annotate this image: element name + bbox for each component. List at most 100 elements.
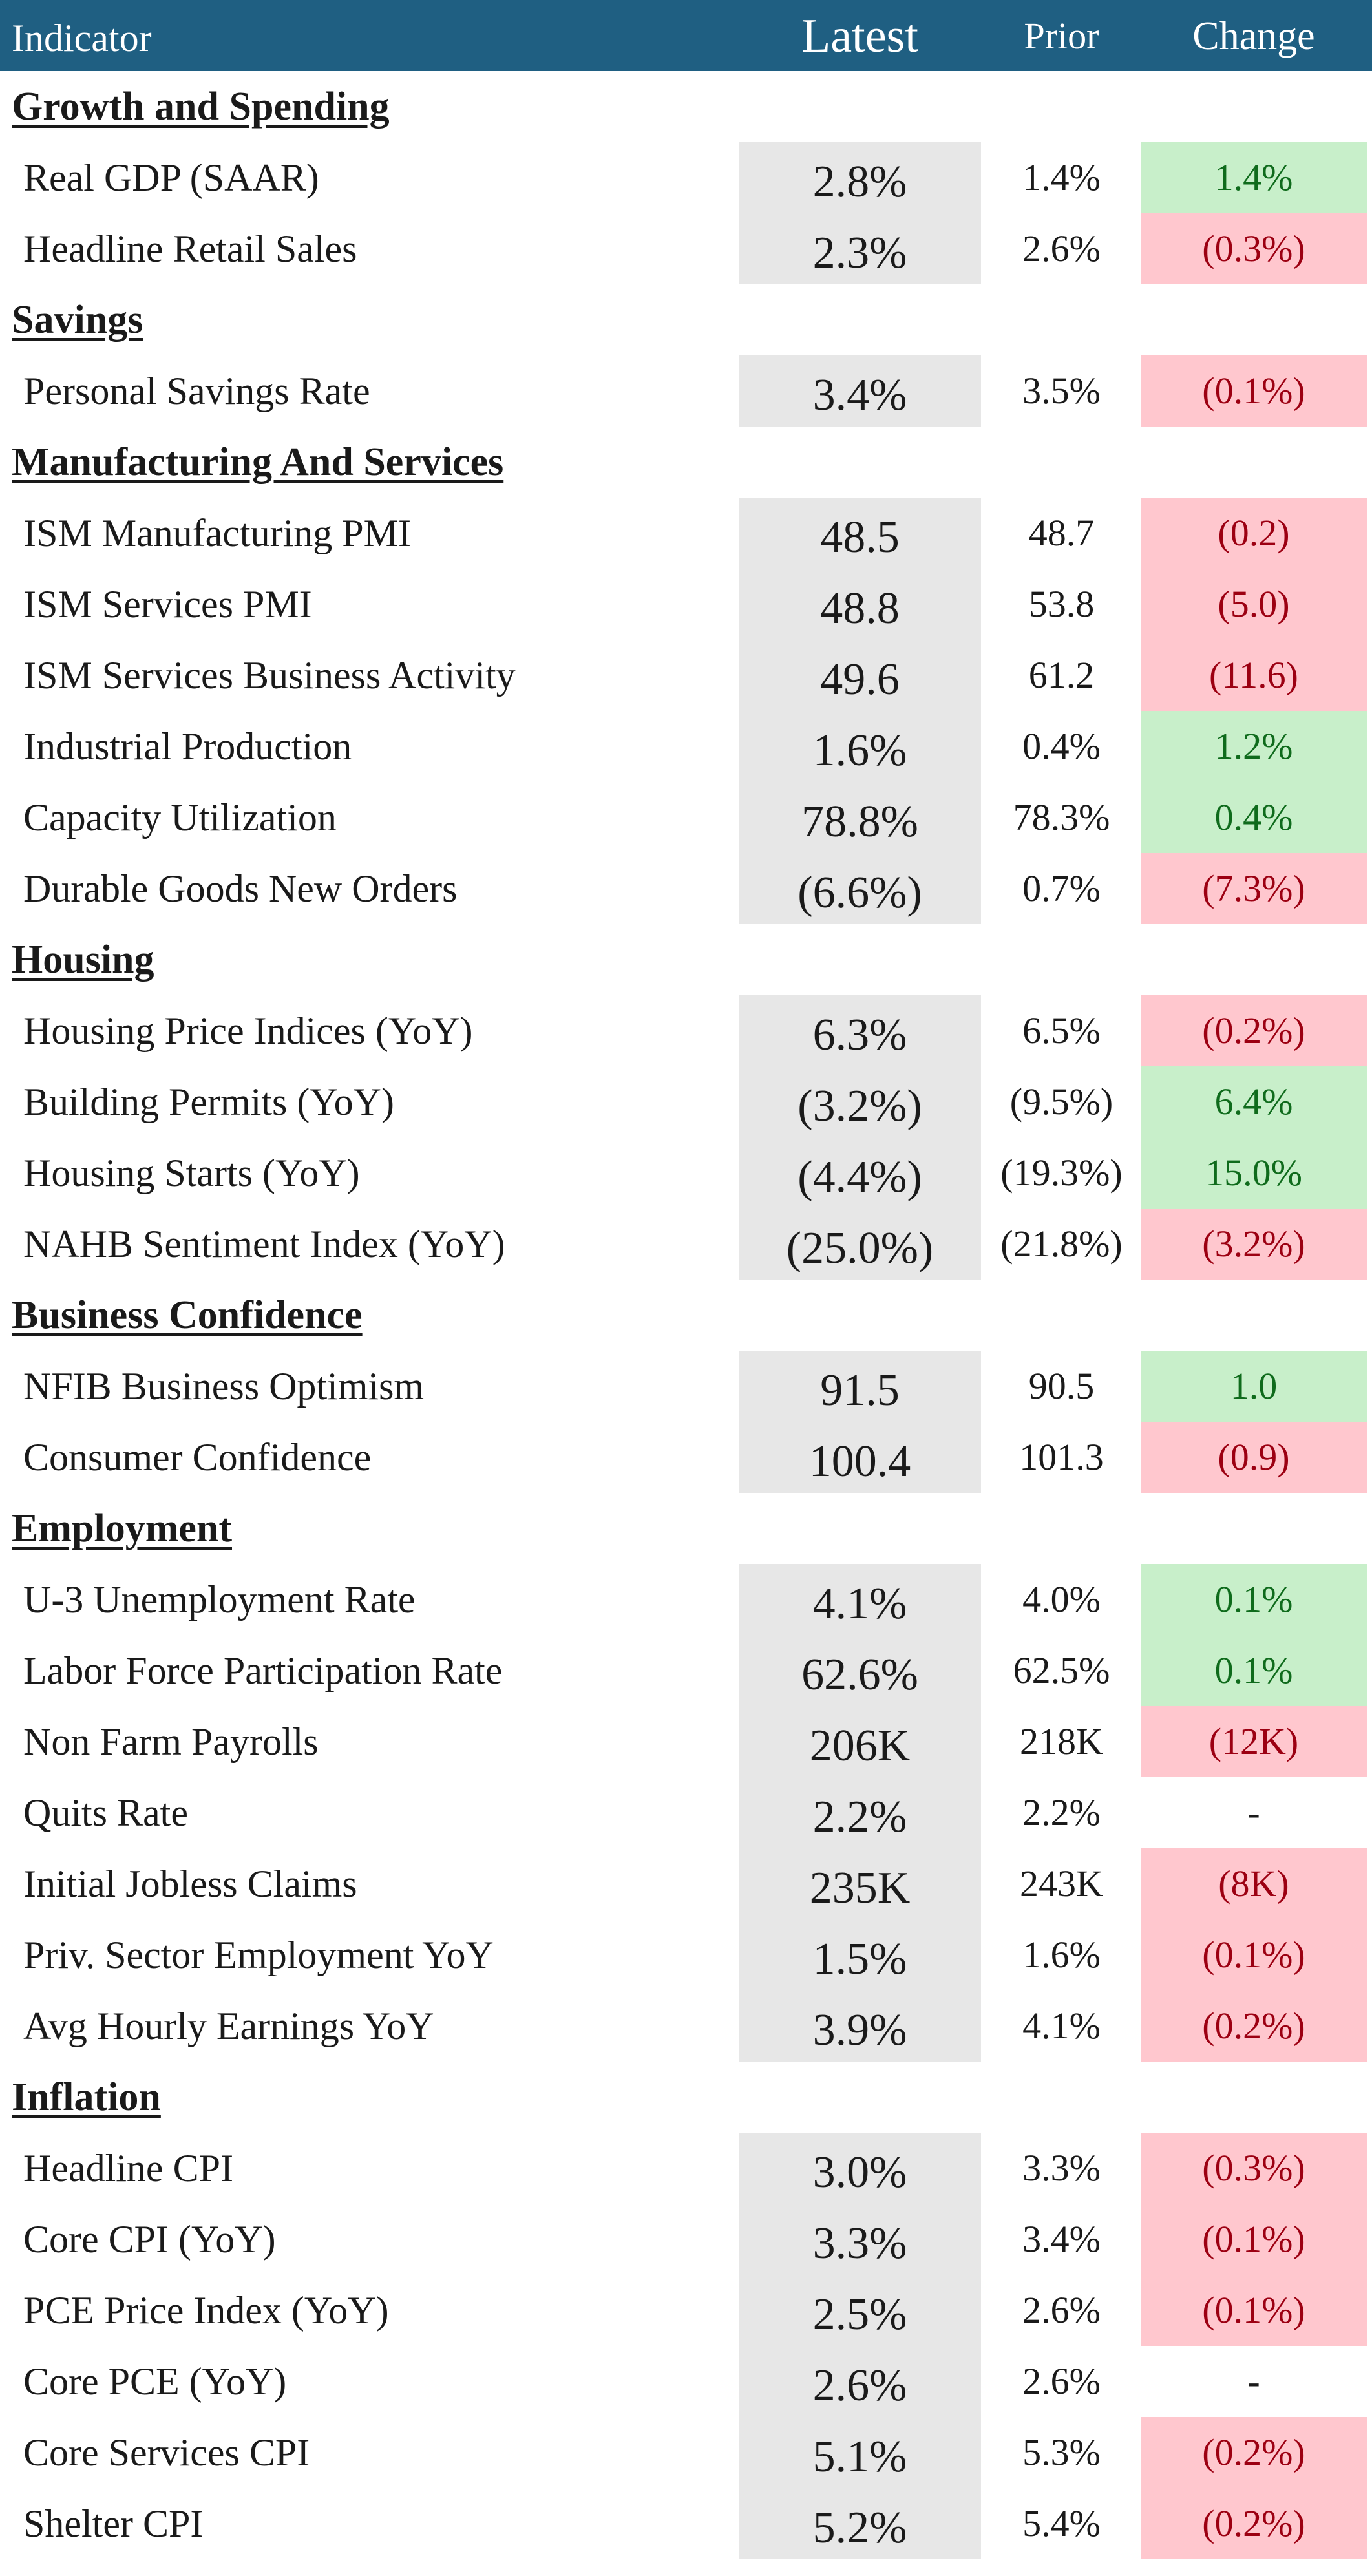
indicator-label: Labor Force Participation Rate bbox=[23, 1649, 503, 1692]
prior-value: 2.6% bbox=[1022, 227, 1101, 269]
prior-value: 48.7 bbox=[1028, 512, 1095, 554]
table-row: ISM Manufacturing PMI 48.5 48.7 (0.2) bbox=[0, 498, 1372, 569]
latest-value: 100.4 bbox=[739, 1422, 981, 1493]
table-row: Building Permits (YoY) (3.2%) (9.5%) 6.4% bbox=[0, 1066, 1372, 1137]
latest-value: 3.0% bbox=[739, 2133, 981, 2204]
latest-value: 2.2% bbox=[739, 1777, 981, 1848]
indicator-label: ISM Manufacturing PMI bbox=[23, 512, 411, 554]
indicator-label: PCE Price Index (YoY) bbox=[23, 2289, 389, 2332]
change-value: (7.3%) bbox=[1141, 853, 1367, 924]
change-value: 1.2% bbox=[1141, 711, 1367, 782]
prior-value: 0.4% bbox=[1022, 725, 1101, 767]
indicator-label: Initial Jobless Claims bbox=[23, 1863, 357, 1905]
indicator-label: Industrial Production bbox=[23, 725, 352, 768]
prior-value: 0.7% bbox=[1022, 867, 1101, 909]
section-header-row: Manufacturing And Services bbox=[0, 427, 1372, 498]
latest-value: 48.8 bbox=[739, 569, 981, 640]
table-row: PCE Price Index (YoY) 2.5% 2.6% (0.1%) bbox=[0, 2275, 1372, 2346]
table-row: Non Farm Payrolls 206K 218K (12K) bbox=[0, 1706, 1372, 1777]
prior-value: 3.4% bbox=[1022, 2218, 1101, 2260]
prior-value: 3.5% bbox=[1022, 370, 1101, 412]
latest-value: 2.8% bbox=[739, 142, 981, 213]
change-value: - bbox=[1247, 1791, 1260, 1833]
section-title: Inflation bbox=[12, 2075, 161, 2119]
indicator-label: Housing Price Indices (YoY) bbox=[23, 1009, 473, 1052]
change-value: (8K) bbox=[1141, 1848, 1367, 1919]
table-row: Capacity Utilization 78.8% 78.3% 0.4% bbox=[0, 782, 1372, 853]
prior-value: 2.2% bbox=[1022, 1791, 1101, 1833]
change-value: 1.0 bbox=[1141, 1351, 1367, 1422]
change-value: (5.0) bbox=[1141, 569, 1367, 640]
table-row: Core CPI (YoY) 3.3% 3.4% (0.1%) bbox=[0, 2204, 1372, 2275]
latest-value: 5.2% bbox=[739, 2488, 981, 2559]
change-value: (0.1%) bbox=[1141, 2204, 1367, 2275]
table-row: Headline CPI 3.0% 3.3% (0.3%) bbox=[0, 2133, 1372, 2204]
change-value: (12K) bbox=[1141, 1706, 1367, 1777]
prior-value: 90.5 bbox=[1028, 1365, 1095, 1407]
prior-value: 101.3 bbox=[1019, 1436, 1104, 1478]
change-value: (3.2%) bbox=[1141, 1209, 1367, 1280]
section-title: Housing bbox=[12, 938, 154, 982]
section-title: Employment bbox=[12, 1506, 232, 1550]
latest-value: 1.5% bbox=[739, 1919, 981, 1990]
latest-value: 78.8% bbox=[739, 782, 981, 853]
table-row: ISM Services Business Activity 49.6 61.2 (1… bbox=[0, 640, 1372, 711]
change-value: 6.4% bbox=[1141, 1066, 1367, 1137]
latest-value: 48.5 bbox=[739, 498, 981, 569]
indicator-label: Housing Starts (YoY) bbox=[23, 1152, 360, 1194]
table-row: Durable Goods New Orders (6.6%) 0.7% (7.3%) bbox=[0, 853, 1372, 924]
indicator-label: Headline CPI bbox=[23, 2147, 233, 2190]
change-value: - bbox=[1247, 2360, 1260, 2402]
change-value: (0.2%) bbox=[1141, 995, 1367, 1066]
indicator-label: Durable Goods New Orders bbox=[23, 867, 458, 910]
section-header-row: Savings bbox=[0, 284, 1372, 355]
indicator-label: Non Farm Payrolls bbox=[23, 1720, 319, 1763]
latest-value: 4.1% bbox=[739, 1564, 981, 1635]
indicator-label: Capacity Utilization bbox=[23, 796, 337, 839]
prior-value: 243K bbox=[1020, 1863, 1103, 1905]
prior-value: (19.3%) bbox=[1000, 1152, 1123, 1194]
prior-value: 5.4% bbox=[1022, 2502, 1101, 2544]
latest-value: 3.9% bbox=[739, 1990, 981, 2062]
indicator-label: Core Services CPI bbox=[23, 2431, 310, 2474]
table-row: Avg Hourly Earnings YoY 3.9% 4.1% (0.2%) bbox=[0, 1990, 1372, 2062]
table-row: ISM Services PMI 48.8 53.8 (5.0) bbox=[0, 569, 1372, 640]
table-row: Industrial Production 1.6% 0.4% 1.2% bbox=[0, 711, 1372, 782]
change-value: (0.2%) bbox=[1141, 1990, 1367, 2062]
section-header-row: Business Confidence bbox=[0, 1280, 1372, 1351]
prior-value: 3.3% bbox=[1022, 2147, 1101, 2189]
section-title: Growth and Spending bbox=[12, 85, 390, 129]
prior-value: 1.6% bbox=[1022, 1934, 1101, 1976]
prior-value: 1.4% bbox=[1022, 156, 1101, 198]
latest-value: 235K bbox=[739, 1848, 981, 1919]
indicator-label: NAHB Sentiment Index (YoY) bbox=[23, 1223, 505, 1265]
change-value: (0.2%) bbox=[1141, 2417, 1367, 2488]
prior-value: 2.6% bbox=[1022, 2289, 1101, 2331]
table-row: Core PCE (YoY) 2.6% 2.6% - bbox=[0, 2346, 1372, 2417]
header-prior: Prior bbox=[1024, 15, 1099, 57]
change-value: (0.3%) bbox=[1141, 213, 1367, 284]
table-row: U-3 Unemployment Rate 4.1% 4.0% 0.1% bbox=[0, 1564, 1372, 1635]
section-title: Manufacturing And Services bbox=[12, 440, 504, 484]
latest-value: 5.1% bbox=[739, 2417, 981, 2488]
latest-value: 6.3% bbox=[739, 995, 981, 1066]
header-change: Change bbox=[1192, 14, 1315, 58]
latest-value: 206K bbox=[739, 1706, 981, 1777]
table-row: Core Services CPI 5.1% 5.3% (0.2%) bbox=[0, 2417, 1372, 2488]
change-value: (0.3%) bbox=[1141, 2133, 1367, 2204]
table-row: Quits Rate 2.2% 2.2% - bbox=[0, 1777, 1372, 1848]
table-header: Indicator Latest Prior Change bbox=[0, 0, 1372, 71]
prior-value: (9.5%) bbox=[1009, 1081, 1113, 1123]
section-header-row: Inflation bbox=[0, 2062, 1372, 2133]
latest-value: 2.5% bbox=[739, 2275, 981, 2346]
change-value: (0.9) bbox=[1141, 1422, 1367, 1493]
prior-value: 218K bbox=[1020, 1720, 1103, 1762]
header-latest: Latest bbox=[801, 10, 918, 63]
prior-value: 2.6% bbox=[1022, 2360, 1101, 2402]
table-row: Personal Savings Rate 3.4% 3.5% (0.1%) bbox=[0, 355, 1372, 427]
indicator-label: Avg Hourly Earnings YoY bbox=[23, 2005, 434, 2047]
change-value: 15.0% bbox=[1141, 1137, 1367, 1209]
indicator-label: Building Permits (YoY) bbox=[23, 1081, 394, 1123]
indicator-label: ISM Services Business Activity bbox=[23, 654, 516, 697]
change-value: (11.6) bbox=[1141, 640, 1367, 711]
